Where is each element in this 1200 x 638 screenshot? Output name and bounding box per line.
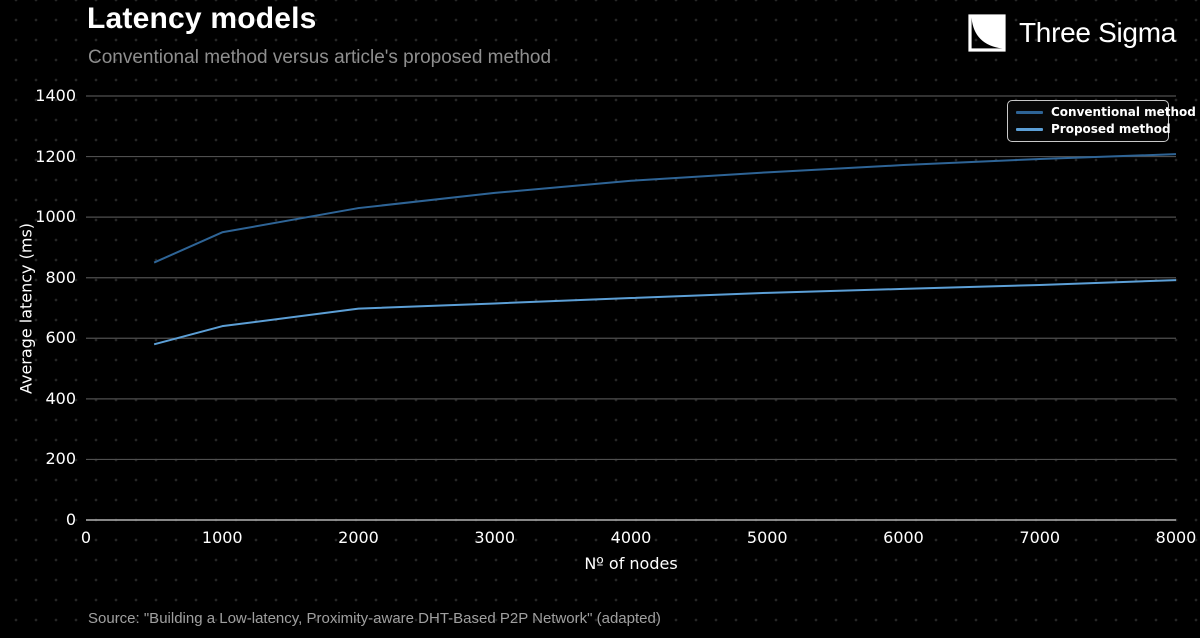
y-tick-label: 600 [45, 328, 76, 348]
brand-name: Three Sigma [1019, 17, 1176, 48]
x-tick-label: 7000 [1019, 528, 1061, 547]
x-tick-label: 2000 [338, 528, 379, 547]
page-title: Latency models [87, 2, 317, 35]
y-tick-label: 1400 [35, 86, 76, 105]
y-tick-label: 1000 [35, 207, 76, 227]
x-tick-label: 1000 [201, 528, 243, 547]
x-tick-label: 8000 [1155, 528, 1197, 547]
three-sigma-logo-icon [968, 14, 1006, 52]
legend-item-conventional: Conventional method [1016, 105, 1196, 119]
y-tick-label: 0 [65, 510, 76, 529]
brand-logo: Three Sigma [968, 13, 1176, 53]
legend-item-proposed: Proposed method [1016, 122, 1171, 136]
legend-label: Proposed method [1051, 122, 1171, 136]
x-tick-label: 3000 [474, 528, 516, 547]
legend-label: Conventional method [1051, 105, 1196, 119]
y-tick-label: 200 [45, 449, 76, 469]
y-axis-label: Average latency (ms) [16, 222, 36, 395]
series-line-0 [153, 153, 1177, 264]
y-tick-label: 800 [45, 267, 76, 287]
legend-swatch [1016, 110, 1043, 114]
legend: Conventional method Proposed method [1007, 100, 1196, 142]
y-tick-label: 400 [45, 388, 76, 408]
series-line-1 [153, 279, 1177, 346]
x-tick-label: 5000 [746, 528, 788, 547]
x-axis-label: Nº of nodes [584, 554, 678, 573]
x-tick-label: 6000 [883, 528, 924, 547]
x-tick-label: 4000 [610, 528, 652, 547]
y-tick-label: 1200 [35, 146, 76, 166]
x-tick-label: 0 [80, 528, 92, 547]
page-subtitle: Conventional method versus article's pro… [88, 47, 552, 68]
legend-swatch [1016, 127, 1043, 131]
source-note: Source: "Building a Low-latency, Proximi… [88, 610, 661, 627]
